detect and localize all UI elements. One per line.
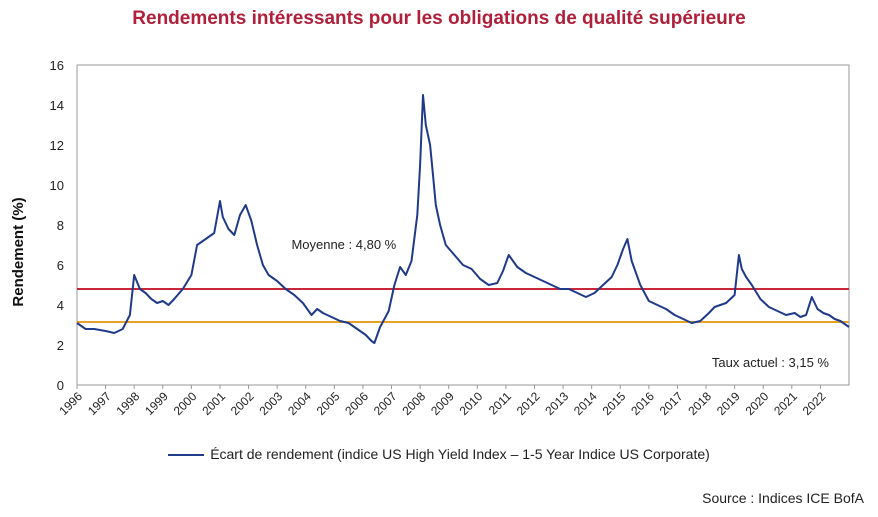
x-tick-label: 2011 — [486, 389, 514, 417]
x-tick-label: 2020 — [743, 389, 772, 418]
average-annotation: Moyenne : 4,80 % — [291, 237, 396, 252]
x-tick-label: 2019 — [714, 389, 743, 418]
x-tick-label: 2007 — [371, 389, 400, 418]
x-tick-label: 2022 — [800, 389, 829, 418]
source-note: Source : Indices ICE BofA — [702, 490, 864, 506]
x-tick-label: 1996 — [56, 389, 85, 418]
x-tick-label: 2017 — [657, 389, 686, 418]
x-tick-label: 2003 — [256, 389, 285, 418]
x-tick-label: 2012 — [514, 389, 543, 418]
x-tick-label: 2016 — [628, 389, 657, 418]
x-tick-label: 2010 — [457, 389, 486, 418]
y-tick-label: 2 — [57, 338, 64, 353]
y-tick-label: 6 — [57, 258, 64, 273]
legend-label: Écart de rendement (indice US High Yield… — [210, 446, 710, 462]
series-line — [76, 94, 850, 344]
x-tick-label: 2015 — [600, 389, 629, 418]
chart-title: Rendements intéressants pour les obligat… — [132, 8, 746, 29]
x-tick-label: 1999 — [142, 389, 171, 418]
y-axis-label: Rendement (%) — [10, 197, 27, 306]
x-tick-label: 2005 — [314, 389, 343, 418]
y-tick-label: 16 — [50, 58, 64, 73]
y-tick-label: 10 — [50, 178, 64, 193]
y-tick-label: 14 — [50, 98, 64, 113]
x-tick-label: 1998 — [114, 389, 143, 418]
legend: Écart de rendement (indice US High Yield… — [0, 446, 878, 462]
x-tick-label: 2014 — [571, 389, 600, 418]
y-tick-label: 4 — [57, 298, 64, 313]
x-tick-label: 2008 — [399, 389, 428, 418]
x-tick-label: 2001 — [199, 389, 228, 418]
plot-frame — [76, 64, 850, 386]
y-tick-label: 0 — [57, 378, 64, 393]
x-tick-label: 2004 — [285, 389, 314, 418]
x-tick-label: 2002 — [228, 389, 257, 418]
x-tick-label: 2013 — [542, 389, 571, 418]
x-tick-label: 2006 — [342, 389, 371, 418]
x-tick-label: 2018 — [685, 389, 714, 418]
y-tick-label: 12 — [50, 138, 64, 153]
legend-swatch — [168, 454, 205, 457]
x-tick-label: 1997 — [85, 389, 114, 418]
y-tick-label: 8 — [57, 218, 64, 233]
current-rate-annotation: Taux actuel : 3,15 % — [712, 355, 830, 370]
x-tick-label: 2009 — [428, 389, 457, 418]
x-tick-label: 2021 — [771, 389, 800, 418]
x-tick-label: 2000 — [171, 389, 200, 418]
